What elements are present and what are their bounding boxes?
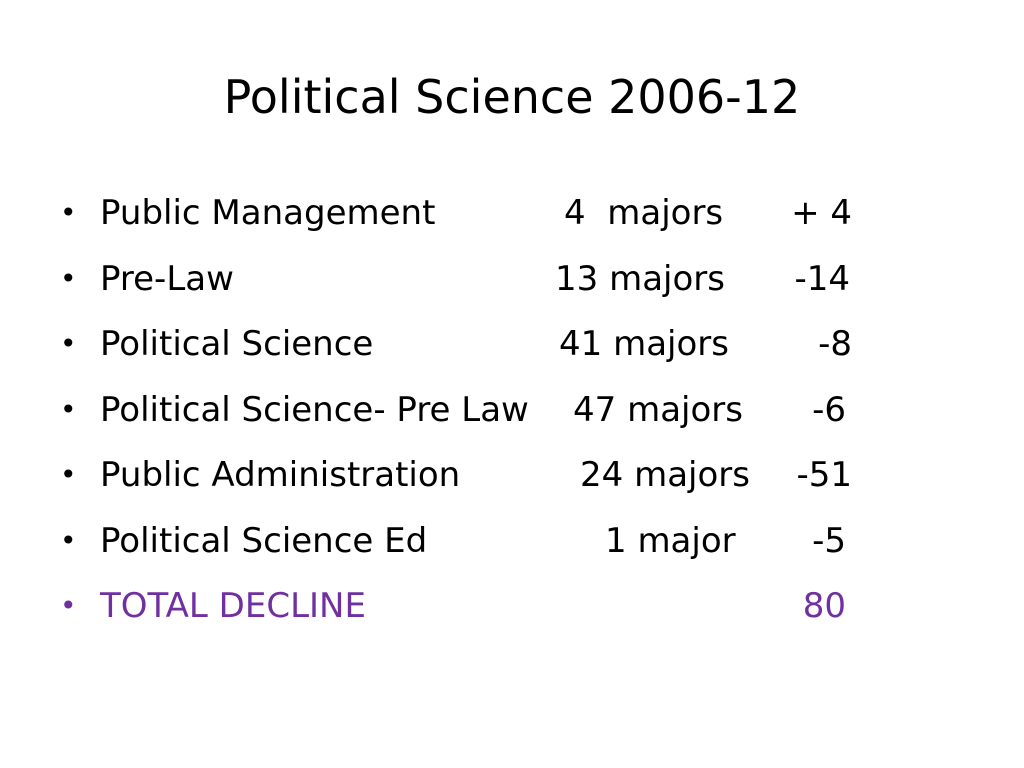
- program-name: Public Management: [100, 193, 436, 233]
- program-name: Political Science- Pre Law: [100, 389, 529, 430]
- change-value: -8: [818, 324, 852, 364]
- list-item: • Political Science Ed 1 major -5: [0, 508, 1024, 574]
- program-name: Public Administration: [100, 455, 461, 495]
- major-count: 1 major: [605, 520, 736, 561]
- bullet-icon: •: [60, 523, 77, 557]
- slide-title: Political Science 2006-12: [223, 70, 801, 124]
- change-value: -5: [812, 520, 846, 561]
- change-value: + 4: [791, 193, 852, 233]
- bullet-icon: •: [60, 196, 77, 229]
- major-count: 4 majors: [564, 193, 724, 233]
- program-name: Pre-Law: [100, 258, 234, 299]
- list-item: • Pre-Law 13 majors -14: [0, 246, 1024, 312]
- major-count: 47 majors: [573, 389, 743, 430]
- total-value: 80: [802, 586, 846, 626]
- list-item: • Political Science- Pre Law 47 majors -…: [0, 377, 1024, 443]
- program-name: Political Science: [100, 324, 374, 364]
- list-item: • Public Management 4 majors + 4: [0, 180, 1024, 246]
- bullet-icon: •: [60, 327, 77, 360]
- bullet-list: • Public Management 4 majors + 4 • Pre-L…: [0, 180, 1024, 639]
- bullet-icon: •: [60, 458, 77, 491]
- change-value: -51: [796, 455, 852, 495]
- major-count: 24 majors: [580, 455, 750, 495]
- bullet-icon: •: [60, 589, 77, 622]
- major-count: 41 majors: [559, 324, 729, 364]
- total-label: TOTAL DECLINE: [100, 586, 366, 626]
- list-item: • Public Administration 24 majors -51: [0, 442, 1024, 508]
- list-item: • Political Science 41 majors -8: [0, 311, 1024, 377]
- change-value: -6: [812, 389, 846, 430]
- major-count: 13 majors: [555, 258, 725, 299]
- bullet-icon: •: [60, 261, 77, 295]
- total-row: • TOTAL DECLINE 80: [0, 573, 1024, 639]
- change-value: -14: [794, 258, 850, 299]
- program-name: Political Science Ed: [100, 520, 428, 561]
- bullet-icon: •: [60, 392, 77, 426]
